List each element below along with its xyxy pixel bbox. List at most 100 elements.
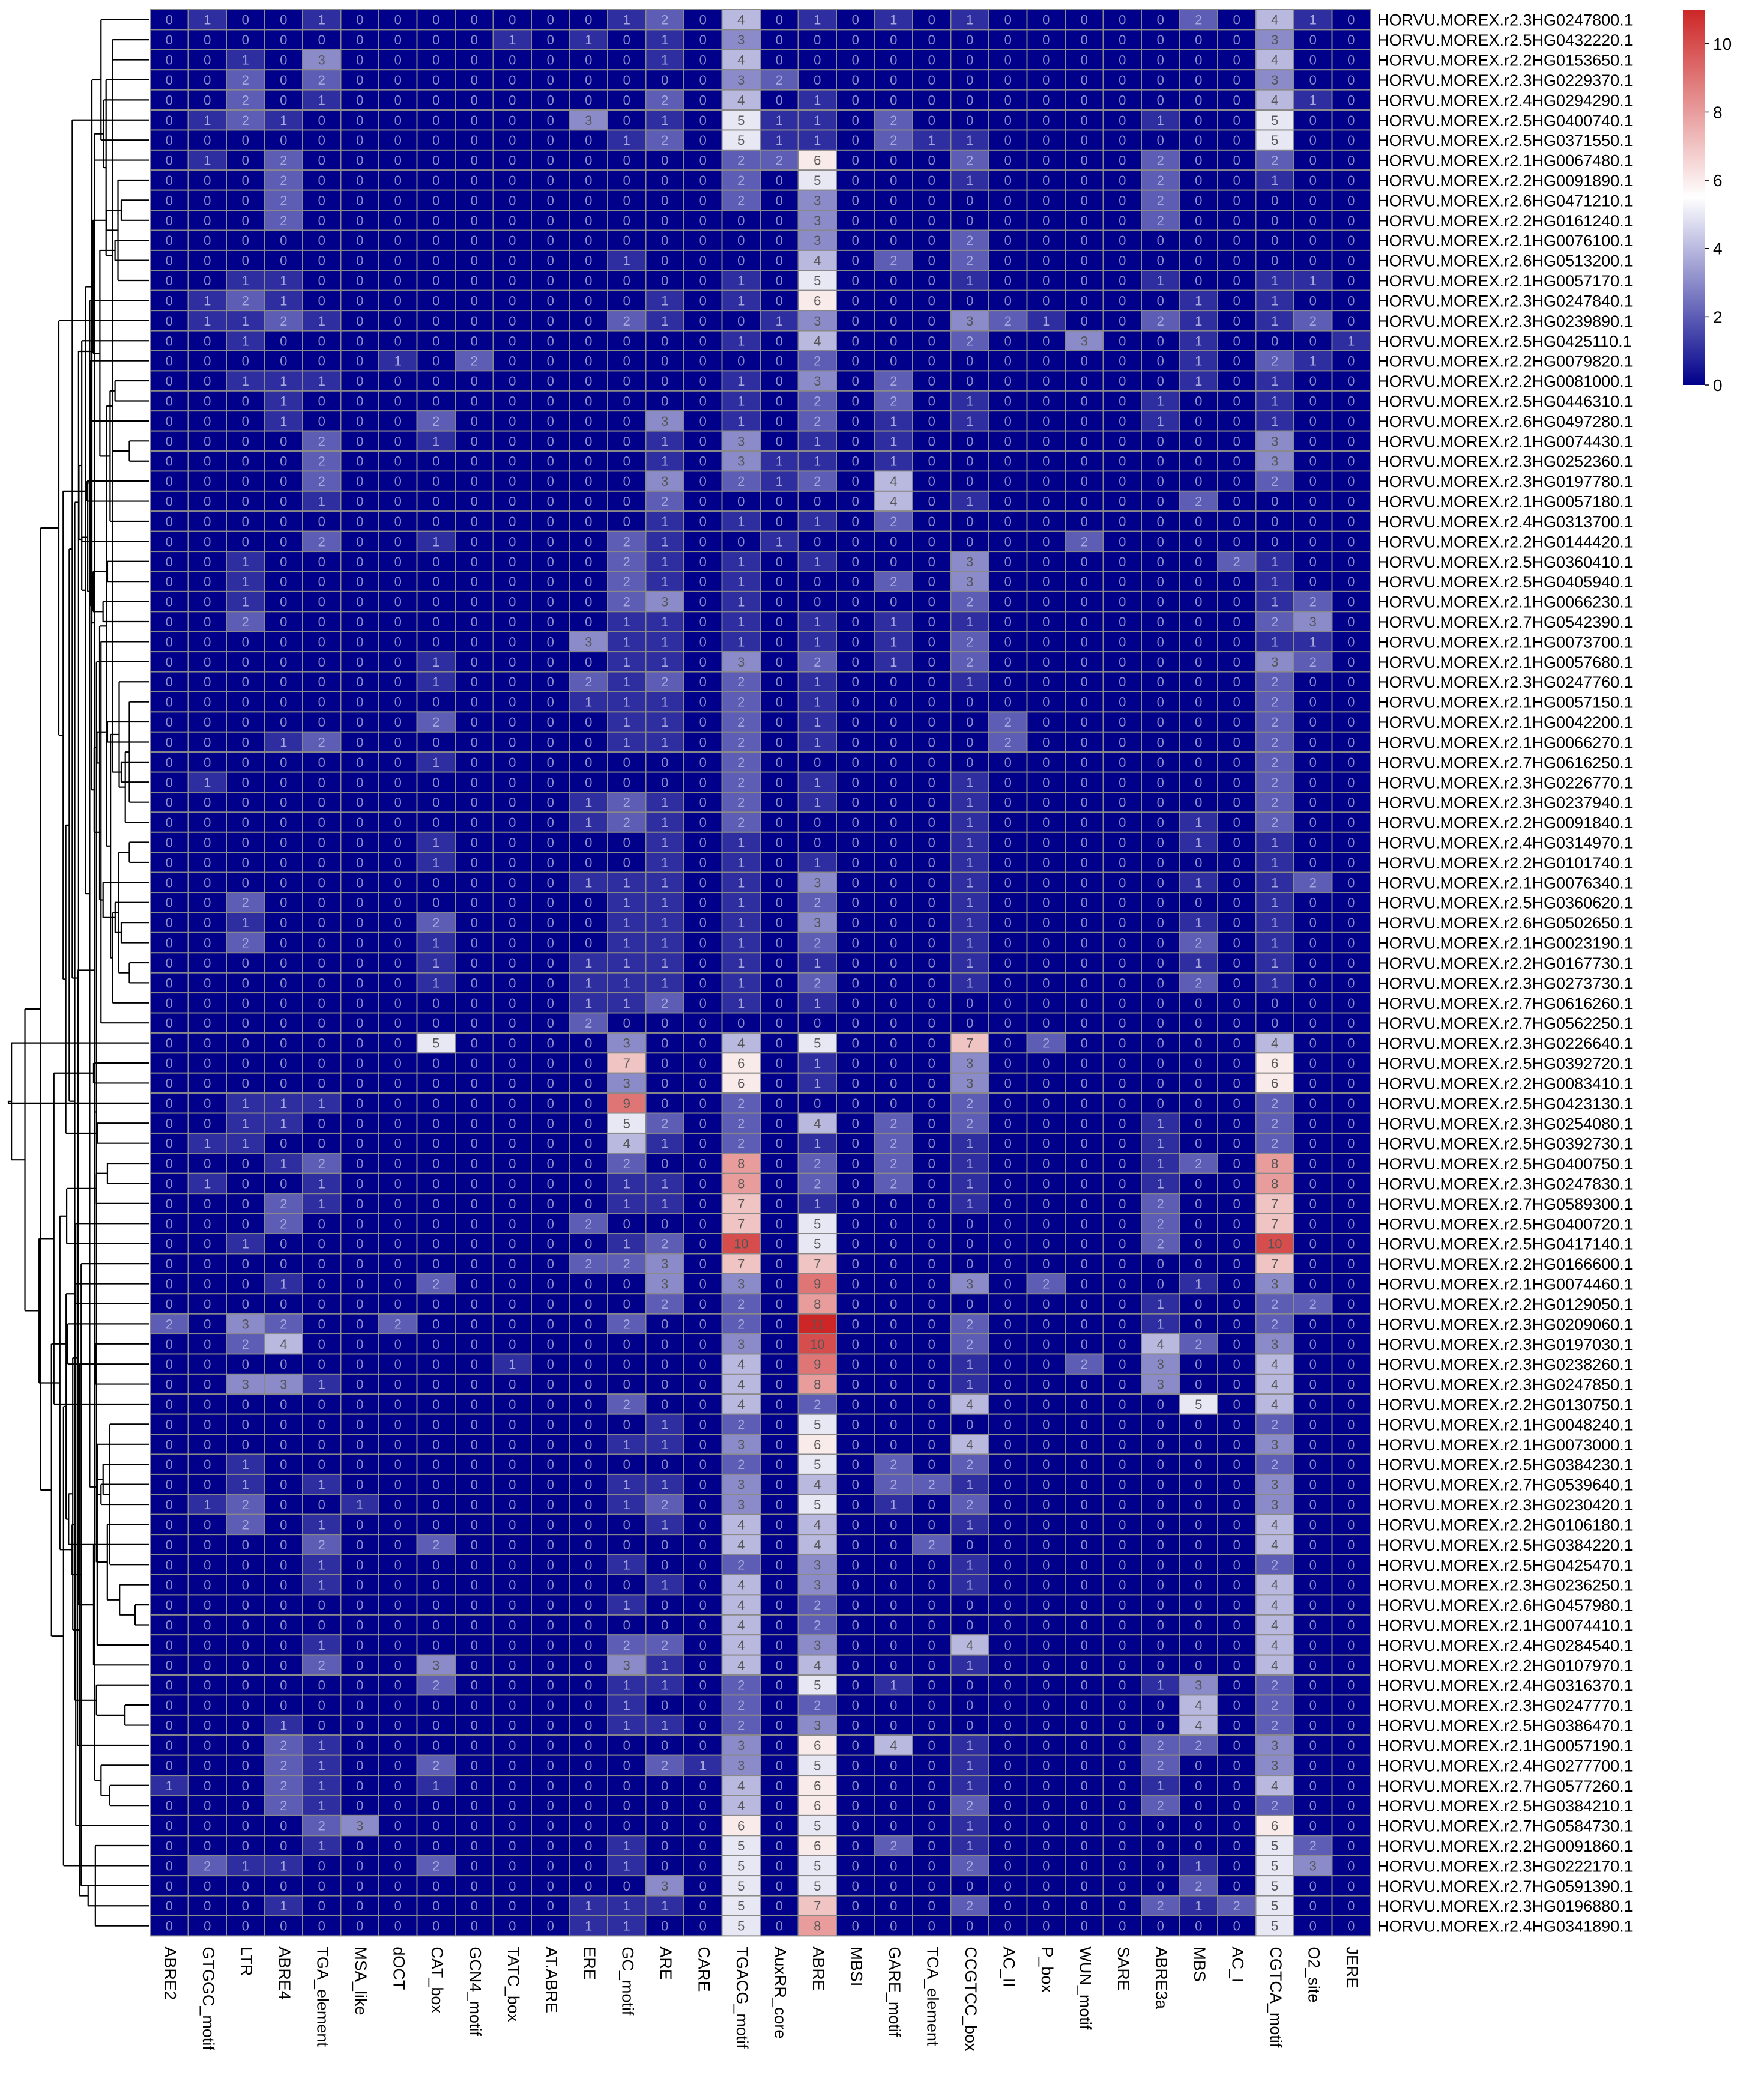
cell-value-label: 0 [509, 634, 516, 649]
cell-value-label: 1 [1271, 414, 1278, 429]
cell-value-label: 2 [280, 193, 287, 208]
cell-value-label: 0 [1233, 1316, 1240, 1331]
cell-value-label: 0 [737, 213, 745, 228]
cell-value-label: 2 [1271, 795, 1278, 810]
cell-value-label: 1 [623, 614, 630, 629]
cell-value-label: 0 [394, 1056, 402, 1071]
cell-value-label: 0 [1042, 1016, 1050, 1031]
cell-value-label: 0 [509, 1076, 516, 1091]
cell-value-label: 0 [1119, 1316, 1126, 1331]
cell-value-label: 0 [1347, 815, 1355, 830]
cell-value-label: 10 [734, 1237, 748, 1252]
cell-value-label: 0 [242, 1176, 249, 1191]
cell-value-label: 1 [585, 815, 592, 830]
cell-value-label: 0 [890, 755, 897, 770]
cell-value-label: 0 [394, 996, 402, 1011]
cell-value-label: 0 [699, 996, 707, 1011]
cell-value-label: 0 [1309, 494, 1317, 509]
cell-value-label: 0 [356, 213, 363, 228]
cell-value-label: 2 [814, 1397, 821, 1412]
cell-value-label: 0 [1042, 795, 1050, 810]
cell-value-label: 11 [811, 1316, 824, 1331]
cell-value-label: 0 [394, 1377, 402, 1392]
cell-value-label: 0 [394, 1397, 402, 1412]
cell-value-label: 0 [1233, 614, 1240, 629]
cell-value-label: 0 [1309, 735, 1317, 750]
cell-value-label: 2 [1042, 1036, 1050, 1051]
cell-value-label: 0 [928, 92, 935, 108]
cell-value-label: 0 [699, 1417, 707, 1432]
cell-value-label: 0 [547, 293, 554, 308]
cell-value-label: 0 [204, 1016, 211, 1031]
heatmap-cell [912, 149, 952, 171]
cell-value-label: 0 [509, 534, 516, 549]
cell-value-label: 0 [585, 213, 592, 228]
cell-value-label: 1 [661, 32, 668, 47]
cell-value-label: 2 [1004, 715, 1012, 730]
cell-value-label: 0 [1042, 1256, 1050, 1271]
cell-value-label: 1 [661, 1136, 668, 1151]
cell-value-label: 0 [432, 1397, 439, 1412]
cell-value-label: 0 [509, 293, 516, 308]
cell-value-label: 0 [1042, 514, 1050, 529]
cell-value-label: 0 [471, 574, 478, 589]
cell-value-label: 0 [1119, 936, 1126, 951]
cell-value-label: 0 [1157, 1056, 1164, 1071]
cell-value-label: 0 [776, 1016, 783, 1031]
cell-value-label: 0 [471, 1216, 478, 1231]
cell-value-label: 0 [242, 414, 249, 429]
cell-value-label: 0 [471, 996, 478, 1011]
cell-value-label: 3 [661, 474, 668, 489]
cell-value-label: 0 [1233, 1216, 1240, 1231]
cell-value-label: 0 [280, 795, 287, 810]
cell-value-label: 0 [966, 193, 973, 208]
cell-value-label: 0 [1309, 915, 1317, 930]
cell-value-label: 0 [623, 514, 630, 529]
heatmap-cell [187, 189, 227, 211]
heatmap-cell [683, 189, 723, 211]
cell-value-label: 1 [737, 996, 745, 1011]
heatmap-cell [569, 189, 608, 211]
cell-value-label: 0 [1309, 1216, 1317, 1231]
cell-value-label: 0 [928, 293, 935, 308]
cell-value-label: 0 [1157, 996, 1164, 1011]
cell-value-label: 0 [1004, 634, 1012, 649]
cell-value-label: 0 [852, 554, 859, 569]
cell-value-label: 1 [242, 554, 249, 569]
cell-value-label: 0 [1004, 414, 1012, 429]
cell-value-label: 0 [1004, 454, 1012, 469]
cell-value-label: 0 [966, 695, 973, 710]
cell-value-label: 1 [318, 92, 325, 108]
cell-value-label: 1 [1271, 314, 1278, 329]
cell-value-label: 0 [547, 554, 554, 569]
cell-value-label: 0 [432, 153, 439, 168]
cell-value-label: 0 [585, 13, 592, 28]
cell-value-label: 1 [737, 574, 745, 589]
cell-value-label: 0 [1157, 815, 1164, 830]
cell-value-label: 0 [890, 354, 897, 369]
cell-value-label: 0 [204, 956, 211, 971]
heatmap-cell [1102, 69, 1142, 91]
cell-value-label: 0 [394, 956, 402, 971]
cell-value-label: 0 [1233, 32, 1240, 47]
cell-value-label: 1 [204, 153, 211, 168]
cell-value-label: 0 [928, 835, 935, 850]
cell-value-label: 0 [623, 173, 630, 188]
cell-value-label: 0 [166, 975, 173, 990]
cell-value-label: 0 [1042, 293, 1050, 308]
cell-value-label: 2 [318, 454, 325, 469]
cell-value-label: 0 [852, 1377, 859, 1392]
cell-value-label: 0 [1309, 133, 1317, 148]
heatmap-cell [1217, 49, 1257, 71]
cell-value-label: 0 [928, 574, 935, 589]
cell-value-label: 0 [699, 434, 707, 449]
cell-value-label: 0 [1081, 554, 1088, 569]
cell-value-label: 0 [432, 775, 439, 790]
cell-value-label: 0 [1233, 1377, 1240, 1392]
cell-value-label: 0 [1233, 975, 1240, 990]
cell-value-label: 0 [699, 815, 707, 830]
cell-value-label: 2 [890, 253, 897, 268]
cell-value-label: 0 [585, 73, 592, 88]
cell-value-label: 2 [1195, 936, 1202, 951]
cell-value-label: 1 [204, 314, 211, 329]
